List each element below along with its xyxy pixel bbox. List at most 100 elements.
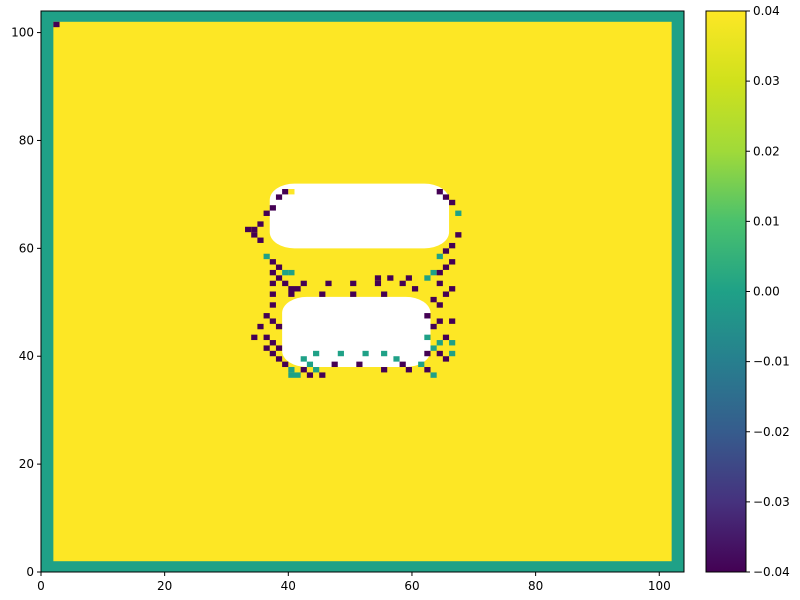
heatmap-cell: [442, 264, 450, 270]
heatmap-cell: [288, 269, 295, 276]
heatmap-cell: [442, 291, 450, 297]
heatmap-cell: [313, 350, 320, 357]
heatmap-cell: [282, 280, 289, 287]
colorbar-tick-label: 0.03: [753, 74, 780, 88]
heatmap-cell: [331, 361, 338, 368]
heatmap-cell: [245, 226, 252, 233]
colorbar-tick-label: −0.03: [753, 495, 790, 509]
heatmap-cell: [269, 280, 276, 287]
heatmap-cell: [350, 291, 357, 297]
heatmap-cell: [393, 356, 400, 362]
heatmap-cell: [442, 356, 450, 362]
y-tick-label: 20: [19, 457, 34, 471]
colorbar-gradient: [705, 10, 747, 573]
heatmap-cell: [442, 248, 450, 254]
heatmap-cell: [269, 350, 276, 357]
heatmap-cell: [257, 221, 264, 227]
heatmap-cell: [449, 259, 456, 265]
heatmap-cell: [436, 302, 443, 308]
y-tick-label: 100: [11, 26, 34, 40]
heatmap-cell: [300, 280, 307, 287]
heatmap-cell: [269, 318, 276, 324]
colorbar-tick-label: 0.02: [753, 144, 780, 158]
heatmap-cell: [300, 367, 307, 373]
heatmap-cell: [362, 350, 369, 357]
heatmap-cell: [424, 350, 431, 357]
heatmap-cell: [288, 372, 295, 378]
heatmap-cell: [449, 318, 456, 324]
heatmap-cell: [263, 345, 270, 351]
x-axis: 0 20 40 60 80 100: [37, 572, 671, 593]
heatmap-cell: [319, 291, 326, 297]
y-tick-label: 80: [19, 133, 34, 147]
heatmap-cell: [306, 372, 314, 378]
heatmap-cell: [399, 280, 406, 287]
heatmap-cell: [405, 275, 412, 281]
heatmap-cell: [263, 210, 270, 216]
heatmap-cell: [455, 232, 462, 238]
heatmap-cell: [442, 334, 450, 341]
heatmap-cell: [263, 313, 270, 319]
heatmap-cell: [436, 189, 443, 195]
plot-frame: [40, 10, 685, 573]
heatmap-cell: [275, 356, 283, 362]
heatmap-cell: [350, 280, 357, 287]
heatmap-cell: [269, 291, 276, 297]
heatmap-cell: [275, 275, 283, 281]
colorbar-tick-label: −0.04: [753, 565, 790, 579]
heatmap-cell: [381, 291, 388, 297]
heatmap-cell: [436, 318, 443, 324]
heatmap-cell: [294, 372, 301, 378]
heatmap-cell: [313, 367, 320, 373]
colorbar-tick-label: 0.00: [753, 285, 780, 299]
heatmap-cell: [337, 350, 344, 357]
heatmap-cell: [282, 189, 289, 195]
heatmap-cell: [288, 286, 295, 292]
heatmap-cell: [436, 280, 443, 287]
heatmap-cell: [300, 356, 307, 362]
heatmap-cell: [399, 361, 406, 368]
x-tick-label: 60: [404, 579, 419, 593]
colorbar-tick-label: −0.02: [753, 425, 790, 439]
colorbar-tick-label: −0.01: [753, 355, 790, 369]
heatmap-cell: [269, 269, 276, 276]
heatmap-cell: [424, 275, 431, 281]
heatmap-cell: [53, 21, 60, 28]
colorbar: [705, 10, 747, 573]
masked-region-1: [282, 296, 431, 368]
heatmap-cell: [269, 259, 276, 265]
heatmap-cell: [269, 205, 276, 211]
y-tick-label: 0: [26, 565, 34, 579]
x-tick-label: 80: [528, 579, 543, 593]
x-tick-label: 40: [281, 579, 296, 593]
heatmap-cell: [275, 323, 283, 330]
colorbar-tick-label: 0.04: [753, 4, 780, 18]
heatmap-cell: [436, 350, 443, 357]
y-tick-label: 40: [19, 349, 34, 363]
heatmap-cell: [424, 334, 431, 341]
heatmap-cell: [269, 340, 276, 346]
heatmap-cell: [424, 313, 431, 319]
heatmap-cell: [449, 286, 456, 292]
heatmap-plot-area: [41, 11, 684, 572]
heatmap-interior-field: [53, 21, 672, 562]
heatmap-cell: [306, 361, 314, 368]
heatmap-cell: [282, 361, 289, 368]
heatmap-cell: [449, 350, 456, 357]
colorbar-tick-label: 0.01: [753, 214, 780, 228]
heatmap-cell: [436, 269, 443, 276]
heatmap-cell: [275, 345, 283, 351]
heatmap-cell: [442, 194, 450, 200]
heatmap-cell: [430, 296, 437, 303]
heatmap-cell: [275, 264, 283, 270]
heatmap-cell: [319, 372, 326, 378]
heatmap-cell: [263, 334, 270, 341]
x-tick-label: 0: [37, 579, 45, 593]
heatmap-cell: [436, 340, 443, 346]
heatmap-cell: [424, 367, 431, 373]
x-tick-label: 100: [648, 579, 671, 593]
colorbar-axis: −0.04 −0.03 −0.02 −0.01 0.00 0.01 0.02 0.03 0.04: [746, 4, 790, 579]
heatmap-cell: [374, 280, 382, 287]
heatmap-cell: [430, 372, 437, 378]
